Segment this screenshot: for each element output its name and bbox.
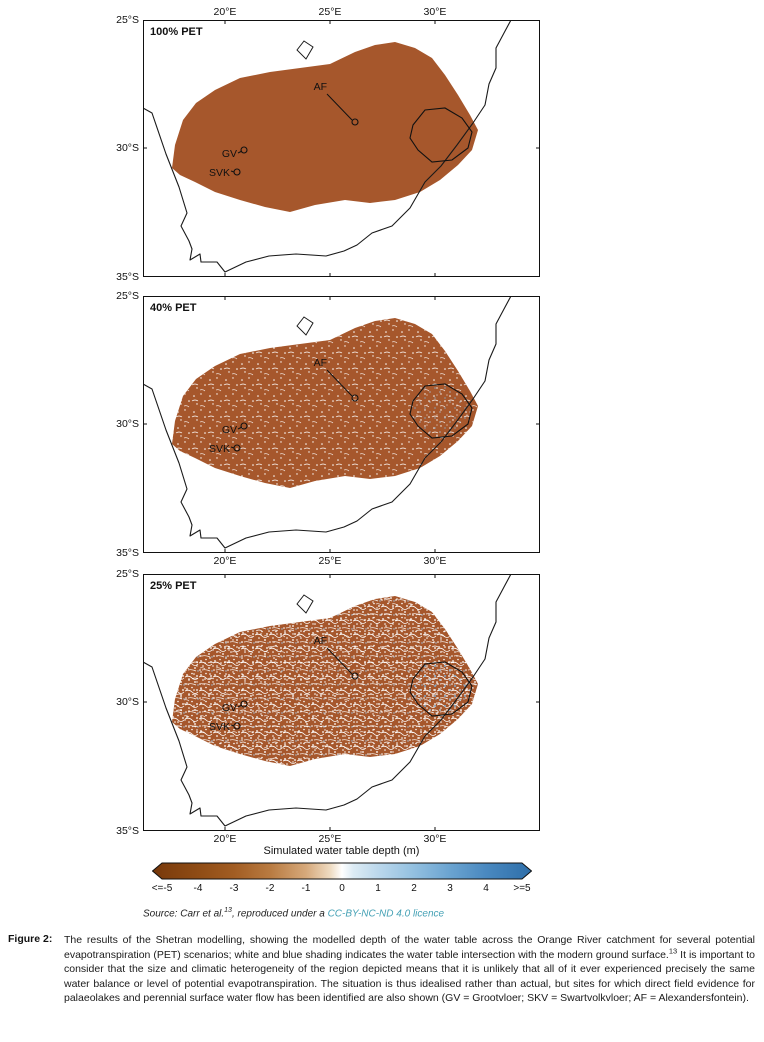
lon-axis-bottom: 20°E 25°E 30°E bbox=[143, 833, 540, 846]
lon-label-25e: 25°E bbox=[318, 833, 342, 845]
caption-text: The results of the Shetran modelling, sh… bbox=[64, 933, 755, 1006]
lon-label-25e: 25°E bbox=[318, 555, 342, 567]
pan-outline bbox=[296, 316, 314, 336]
caption-body-1: The results of the Shetran modelling, sh… bbox=[64, 934, 755, 961]
lon-label-25e: 25°E bbox=[318, 6, 342, 18]
source-text-middle: , reproduced under a bbox=[231, 908, 328, 920]
pan-outline bbox=[296, 40, 314, 60]
lat-label-35s: 35°S bbox=[116, 547, 139, 559]
cb-tick: -3 bbox=[229, 883, 239, 894]
map-panel-25pet: 25% PET 25°S 30°S 35°S bbox=[116, 568, 540, 837]
lon-label-30e: 30°E bbox=[423, 833, 447, 845]
map-100pet bbox=[143, 20, 540, 277]
cb-tick: 0 bbox=[339, 883, 345, 894]
lon-axis-top: 20°E 25°E 30°E bbox=[143, 6, 540, 19]
source-attribution: Source: Carr et al.13, reproduced under … bbox=[143, 907, 444, 919]
colorbar-title: Simulated water table depth (m) bbox=[263, 845, 420, 857]
map-panel-100pet: 100% PET 25°S 30°S 35°S bbox=[116, 14, 540, 283]
cb-tick: -2 bbox=[265, 883, 275, 894]
colorbar bbox=[152, 862, 532, 880]
lon-label-20e: 20°E bbox=[213, 833, 237, 845]
panel-title-40pet: 40% PET bbox=[150, 302, 197, 314]
lon-label-20e: 20°E bbox=[213, 6, 237, 18]
lat-label-30s: 30°S bbox=[116, 696, 139, 708]
lat-label-25s: 25°S bbox=[116, 568, 139, 580]
map-40pet bbox=[143, 296, 540, 553]
caption-body-2: It is important to consider that the siz… bbox=[64, 948, 755, 1005]
lon-label-30e: 30°E bbox=[423, 555, 447, 567]
catchment-region bbox=[172, 42, 478, 212]
cb-tick: 3 bbox=[447, 883, 453, 894]
cb-tick: 1 bbox=[375, 883, 381, 894]
colorbar-tick-labels: <=-5 -4 -3 -2 -1 0 1 2 3 4 >=5 bbox=[152, 883, 532, 895]
map-25pet bbox=[143, 574, 540, 831]
cb-tick: -1 bbox=[301, 883, 311, 894]
panel-title-100pet: 100% PET bbox=[150, 26, 203, 38]
cb-tick: 2 bbox=[411, 883, 417, 894]
source-ref-superscript: 13 bbox=[224, 907, 232, 914]
lon-label-30e: 30°E bbox=[423, 6, 447, 18]
caption-ref-superscript: 13 bbox=[668, 946, 678, 956]
lat-label-30s: 30°S bbox=[116, 418, 139, 430]
cb-tick-max: >=5 bbox=[513, 883, 531, 894]
lon-axis-middle: 20°E 25°E 30°E bbox=[143, 555, 540, 568]
lat-label-30s: 30°S bbox=[116, 142, 139, 154]
cb-tick-min: <=-5 bbox=[151, 883, 173, 894]
caption-label: Figure 2: bbox=[8, 933, 53, 945]
cb-tick: 4 bbox=[483, 883, 489, 894]
colorbar-gradient bbox=[152, 862, 532, 880]
licence-link[interactable]: CC-BY-NC-ND 4.0 licence bbox=[327, 908, 445, 920]
lat-label-25s: 25°S bbox=[116, 14, 139, 26]
source-text: Source: Carr et al. bbox=[143, 908, 225, 920]
lat-label-25s: 25°S bbox=[116, 290, 139, 302]
map-panel-40pet: 40% PET 25°S 30°S 35°S bbox=[116, 290, 540, 559]
lat-label-35s: 35°S bbox=[116, 271, 139, 283]
lat-label-35s: 35°S bbox=[116, 825, 139, 837]
pan-outline bbox=[296, 594, 314, 614]
lon-label-20e: 20°E bbox=[213, 555, 237, 567]
cb-tick: -4 bbox=[193, 883, 203, 894]
panel-title-25pet: 25% PET bbox=[150, 580, 197, 592]
